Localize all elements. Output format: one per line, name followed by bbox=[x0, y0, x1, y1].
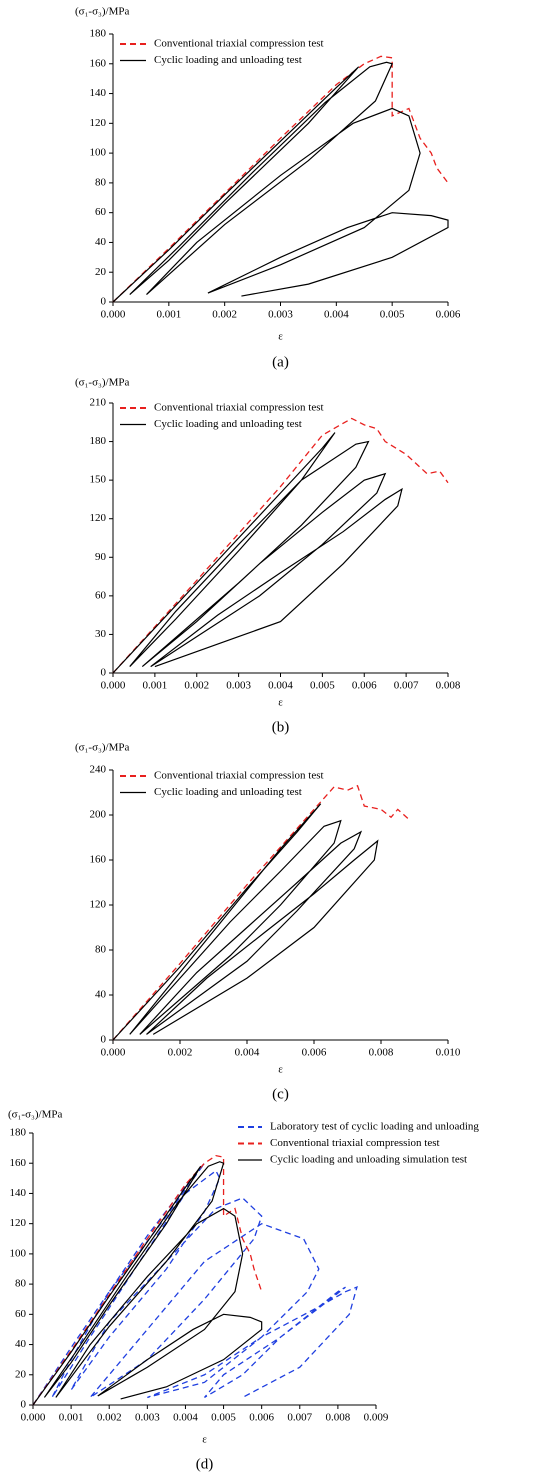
y-tick-label: 150 bbox=[90, 474, 107, 486]
y-tick-label: 40 bbox=[95, 989, 107, 1001]
x-axis-label: ε bbox=[278, 1064, 283, 1076]
x-tick-label: 0.001 bbox=[156, 309, 181, 321]
series-line bbox=[112, 61, 449, 303]
x-tick-label: 0.008 bbox=[326, 1412, 351, 1424]
legend-label: Conventional triaxial compression test bbox=[154, 770, 324, 782]
x-tick-label: 0.008 bbox=[436, 680, 461, 692]
y-tick-label: 160 bbox=[90, 57, 107, 69]
legend-label: Cyclic loading and unloading test bbox=[154, 54, 302, 66]
caption: (d) bbox=[196, 1456, 214, 1472]
y-tick-label: 140 bbox=[90, 87, 107, 99]
x-tick-label: 0.003 bbox=[135, 1412, 160, 1424]
x-tick-label: 0.000 bbox=[101, 1047, 126, 1059]
x-tick-label: 0.009 bbox=[364, 1412, 389, 1424]
y-tick-label: 20 bbox=[15, 1368, 27, 1380]
x-tick-label: 0.006 bbox=[352, 680, 377, 692]
x-tick-label: 0.002 bbox=[184, 680, 209, 692]
y-tick-label: 160 bbox=[90, 854, 107, 866]
series-line bbox=[112, 432, 403, 674]
x-tick-label: 0.001 bbox=[59, 1412, 84, 1424]
y-axis-label: (σ₁-σ₃)/MPa bbox=[75, 6, 129, 18]
x-tick-label: 0.010 bbox=[436, 1047, 461, 1059]
series-line bbox=[112, 784, 409, 1041]
x-tick-label: 0.007 bbox=[394, 680, 419, 692]
y-tick-label: 80 bbox=[95, 176, 107, 188]
x-tick-label: 0.004 bbox=[235, 1047, 260, 1059]
y-tick-label: 60 bbox=[15, 1308, 27, 1320]
y-tick-label: 140 bbox=[10, 1187, 27, 1199]
series-line bbox=[112, 803, 379, 1041]
y-axis-label: (σ₁-σ₃)/MPa bbox=[8, 1109, 62, 1121]
x-tick-label: 0.005 bbox=[211, 1412, 236, 1424]
x-tick-label: 0.003 bbox=[226, 680, 251, 692]
y-tick-label: 120 bbox=[90, 899, 107, 911]
y-tick-label: 60 bbox=[95, 589, 107, 601]
y-tick-label: 120 bbox=[10, 1217, 27, 1229]
x-tick-label: 0.002 bbox=[97, 1412, 122, 1424]
y-tick-label: 120 bbox=[90, 117, 107, 129]
y-axis-label: (σ₁-σ₃)/MPa bbox=[75, 377, 129, 389]
caption: (c) bbox=[272, 1086, 289, 1102]
x-tick-label: 0.006 bbox=[249, 1412, 274, 1424]
y-tick-label: 0 bbox=[21, 1399, 27, 1411]
x-tick-label: 0.000 bbox=[21, 1412, 46, 1424]
legend-label: Cyclic loading and unloading test bbox=[154, 418, 302, 430]
x-tick-label: 0.007 bbox=[287, 1412, 312, 1424]
y-tick-label: 30 bbox=[95, 628, 107, 640]
legend-label: Laboratory test of cyclic loading and un… bbox=[270, 1121, 479, 1133]
x-tick-label: 0.003 bbox=[268, 309, 293, 321]
series-line bbox=[112, 55, 449, 303]
y-tick-label: 90 bbox=[95, 551, 107, 563]
x-tick-label: 0.005 bbox=[310, 680, 335, 692]
legend-label: Cyclic loading and unloading test bbox=[154, 786, 302, 798]
y-tick-label: 100 bbox=[10, 1247, 27, 1259]
y-tick-label: 200 bbox=[90, 809, 107, 821]
x-tick-label: 0.000 bbox=[101, 680, 126, 692]
x-tick-label: 0.001 bbox=[143, 680, 168, 692]
x-tick-label: 0.002 bbox=[168, 1047, 193, 1059]
y-tick-label: 0 bbox=[101, 667, 107, 679]
y-tick-label: 20 bbox=[95, 266, 107, 278]
x-tick-label: 0.005 bbox=[380, 309, 405, 321]
y-tick-label: 240 bbox=[90, 764, 107, 776]
x-axis-label: ε bbox=[202, 1434, 207, 1446]
caption: (a) bbox=[272, 354, 289, 370]
y-tick-label: 0 bbox=[101, 1034, 107, 1046]
y-tick-label: 180 bbox=[90, 435, 107, 447]
x-tick-label: 0.002 bbox=[212, 309, 237, 321]
y-tick-label: 0 bbox=[101, 296, 107, 308]
series-line bbox=[32, 1162, 358, 1406]
y-tick-label: 40 bbox=[95, 236, 107, 248]
caption: (b) bbox=[272, 719, 290, 735]
y-tick-label: 80 bbox=[95, 944, 107, 956]
x-axis-label: ε bbox=[278, 331, 283, 343]
y-tick-label: 180 bbox=[10, 1127, 27, 1139]
y-tick-label: 100 bbox=[90, 147, 107, 159]
x-tick-label: 0.004 bbox=[173, 1412, 198, 1424]
legend-label: Conventional triaxial compression test bbox=[154, 38, 324, 50]
y-tick-label: 120 bbox=[90, 512, 107, 524]
y-tick-label: 80 bbox=[15, 1278, 27, 1290]
y-tick-label: 180 bbox=[90, 28, 107, 40]
x-tick-label: 0.004 bbox=[268, 680, 293, 692]
y-tick-label: 160 bbox=[10, 1157, 27, 1169]
x-tick-label: 0.006 bbox=[436, 309, 461, 321]
legend-label: Conventional triaxial compression test bbox=[154, 402, 324, 414]
legend-label: Cyclic loading and unloading simulation … bbox=[270, 1154, 467, 1166]
x-tick-label: 0.004 bbox=[324, 309, 349, 321]
series-line bbox=[112, 417, 449, 674]
legend-label: Conventional triaxial compression test bbox=[270, 1137, 440, 1149]
series-line bbox=[32, 1154, 263, 1406]
x-tick-label: 0.000 bbox=[101, 309, 126, 321]
y-tick-label: 40 bbox=[15, 1338, 27, 1350]
x-tick-label: 0.006 bbox=[302, 1047, 327, 1059]
y-axis-label: (σ₁-σ₃)/MPa bbox=[75, 742, 129, 754]
y-tick-label: 60 bbox=[95, 206, 107, 218]
y-tick-label: 210 bbox=[90, 397, 107, 409]
x-tick-label: 0.008 bbox=[369, 1047, 394, 1059]
series-line bbox=[32, 1161, 263, 1406]
x-axis-label: ε bbox=[278, 697, 283, 709]
